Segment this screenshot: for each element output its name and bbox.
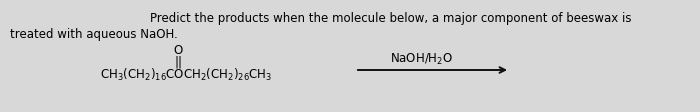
Text: ||: || [174, 55, 182, 68]
Text: NaOH/H$_2$O: NaOH/H$_2$O [390, 52, 453, 67]
Text: O: O [174, 44, 183, 57]
Text: treated with aqueous NaOH.: treated with aqueous NaOH. [10, 28, 178, 41]
Text: CH$_3$(CH$_2$)$_{16}$COCH$_2$(CH$_2$)$_{26}$CH$_3$: CH$_3$(CH$_2$)$_{16}$COCH$_2$(CH$_2$)$_{… [100, 67, 272, 83]
Text: Predict the products when the molecule below, a major component of beeswax is: Predict the products when the molecule b… [150, 12, 631, 25]
